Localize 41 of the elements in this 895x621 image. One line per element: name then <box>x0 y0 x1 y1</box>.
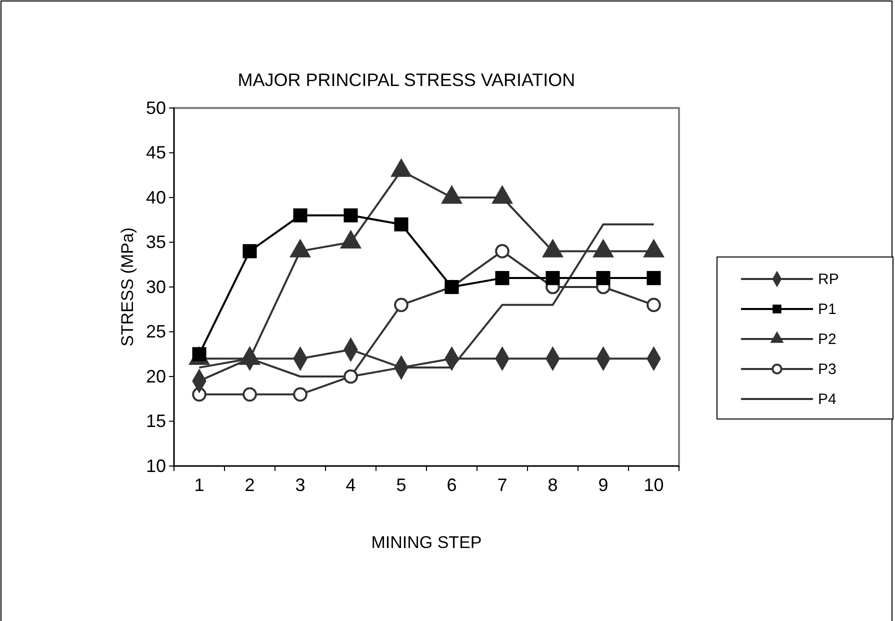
y-tick-label: 20 <box>146 366 166 386</box>
point <box>344 369 358 384</box>
point <box>344 208 358 222</box>
legend-label: P3 <box>818 361 836 378</box>
x-axis-title: MINING STEP <box>371 533 482 552</box>
y-tick-label: 10 <box>146 456 166 476</box>
x-tick-label: 6 <box>446 474 457 495</box>
y-tick-label: 35 <box>146 232 166 252</box>
x-tick-label: 8 <box>548 474 558 495</box>
point <box>495 271 510 286</box>
x-tick-label: 3 <box>295 474 306 495</box>
y-tick-label: 15 <box>146 411 166 432</box>
legend-label: P4 <box>818 391 836 408</box>
legend-label: P1 <box>818 301 836 318</box>
point <box>495 244 510 258</box>
point <box>646 271 661 286</box>
y-tick-label: 25 <box>146 322 166 342</box>
point <box>596 271 610 286</box>
y-tick-label: 50 <box>146 98 166 118</box>
y-tick-label: 40 <box>146 187 166 208</box>
y-tick-label: 45 <box>146 142 166 163</box>
point <box>394 298 408 312</box>
legend-label: P2 <box>818 331 836 348</box>
legend-label: RP <box>818 271 839 288</box>
x-tick-label: 7 <box>497 474 508 495</box>
point <box>242 387 257 402</box>
chart-title: MAJOR PRINCIPAL STRESS VARIATION <box>238 70 576 90</box>
y-axis-title: STRESS (MPa) <box>118 227 137 347</box>
point <box>646 298 661 312</box>
point <box>242 244 257 258</box>
x-tick-label: 1 <box>194 474 204 495</box>
point <box>546 271 560 286</box>
x-tick-label: 10 <box>644 474 664 495</box>
x-tick-label: 4 <box>346 474 356 495</box>
x-tick-label: 2 <box>244 474 255 495</box>
point <box>293 387 308 402</box>
y-tick-label: 30 <box>146 276 166 297</box>
x-tick-label: 9 <box>598 474 608 495</box>
x-tick-label: 5 <box>396 474 406 495</box>
point <box>394 217 408 232</box>
point <box>293 208 308 222</box>
